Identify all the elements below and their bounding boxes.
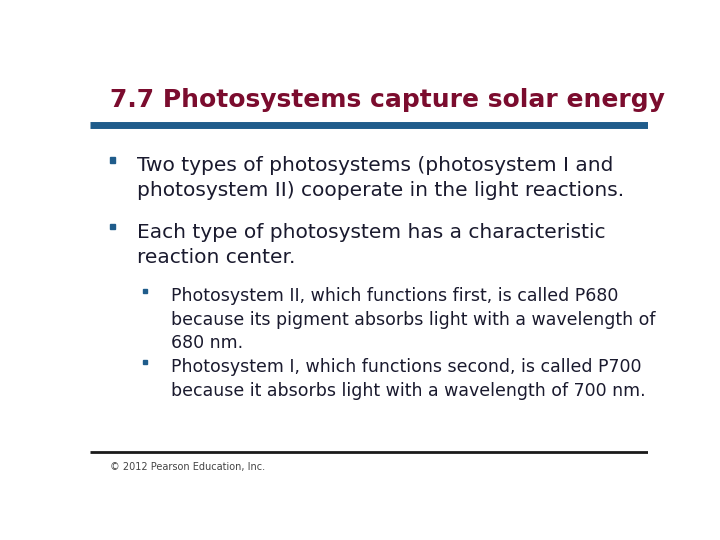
Bar: [109, 157, 115, 163]
Text: © 2012 Pearson Education, Inc.: © 2012 Pearson Education, Inc.: [109, 462, 265, 472]
Text: Photosystem I, which functions second, is called P700
because it absorbs light w: Photosystem I, which functions second, i…: [171, 358, 646, 400]
Text: Each type of photosystem has a characteristic
reaction center.: Each type of photosystem has a character…: [138, 223, 606, 267]
Text: Photosystem II, which functions first, is called P680
because its pigment absorb: Photosystem II, which functions first, i…: [171, 287, 655, 353]
Bar: [143, 289, 147, 294]
Text: 7.7 Photosystems capture solar energy: 7.7 Photosystems capture solar energy: [109, 87, 665, 112]
Bar: [109, 224, 115, 229]
Bar: [143, 360, 147, 364]
Text: Two types of photosystems (photosystem I and
photosystem II) cooperate in the li: Two types of photosystems (photosystem I…: [138, 156, 624, 200]
